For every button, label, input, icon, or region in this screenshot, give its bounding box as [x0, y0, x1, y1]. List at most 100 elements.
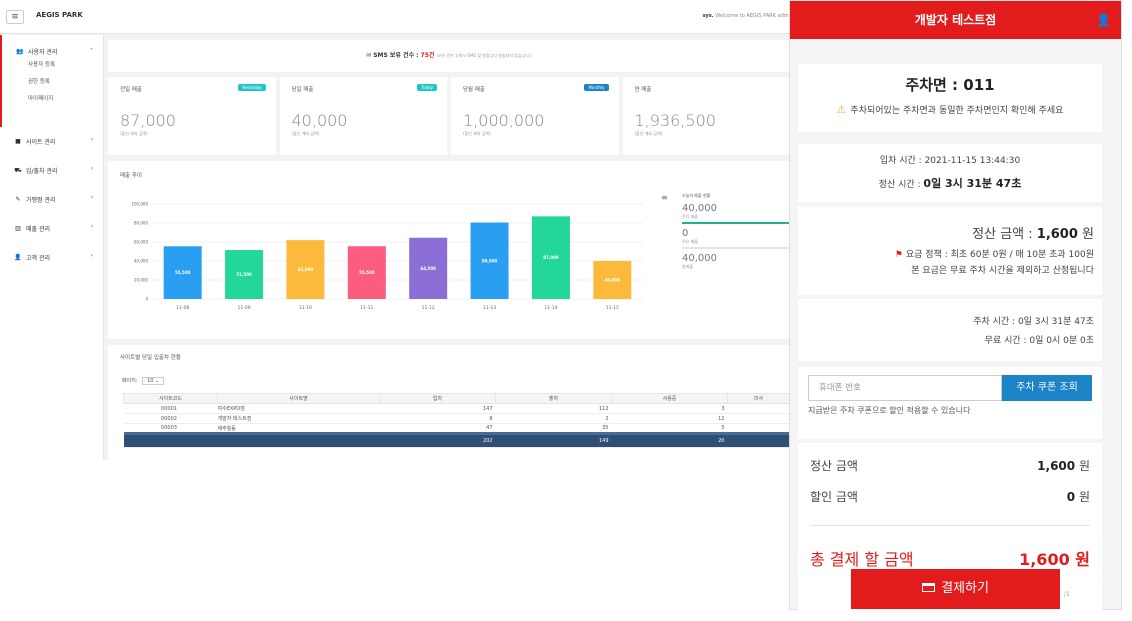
table-cell [728, 414, 790, 424]
table-total-cell: 149 [496, 434, 612, 448]
warning-icon: ⚠ [837, 103, 847, 116]
sidebar-subitem-permission[interactable]: 권한 등록 [2, 74, 103, 91]
settle-row: 정산 금액 1,600 원 [810, 457, 1090, 474]
x-tick-label: 11-08 [176, 305, 189, 311]
admin-dashboard: ≡ AEGIS PARK sys. Welcome to AEGIS PARK … [0, 0, 790, 460]
sidebar-item-entry-exit[interactable]: ⛟ 입/출차 관리 ‹ [0, 156, 103, 185]
chart-icon: ▥ [14, 225, 22, 232]
table-cell: 00001 [124, 404, 218, 414]
table-cell: 12 [612, 414, 728, 424]
sales-trend-panel: 매출 추이 0 20,000 40,000 60,000 80,000 100,000 55… [108, 161, 790, 339]
table-cell: 00003 [124, 424, 218, 434]
kpi-value: 40,000 [292, 111, 436, 130]
users-icon: 👥 [16, 48, 24, 55]
pay-button[interactable]: 결제하기 [851, 569, 1060, 609]
table-row[interactable]: 00001 여수EXPO점 147 112 3 [124, 404, 790, 414]
top-navbar: ≡ AEGIS PARK sys. Welcome to AEGIS PARK … [0, 0, 790, 34]
table-total-cell: 20 [612, 434, 728, 448]
table-total-cell [728, 434, 790, 448]
kpi-value: 87,000 [120, 111, 264, 130]
page-size-select[interactable]: 10 ⌄ [142, 377, 164, 385]
table-row[interactable]: 00002 개발자 테스트점 8 2 12 [124, 414, 790, 424]
x-tick-label: 11-12 [422, 305, 435, 311]
sidebar-item-customer[interactable]: 👤 고객 관리 ‹ [0, 243, 103, 272]
calc-time: 정산 시간 : 0일 3시 31분 47초 [798, 175, 1102, 191]
footer-text-right: /1 [1064, 591, 1070, 598]
stat-value: 40,000 [682, 253, 790, 264]
table-total-row: 202 149 20 [124, 434, 790, 448]
y-tick-label: 20,000 [134, 278, 148, 283]
total-row: 총 결제 할 금액 1,600 원 [810, 546, 1090, 570]
table-cell: 3 [612, 404, 728, 414]
badge-monthly: Monthly [584, 84, 608, 91]
fee-note: 본 요금은 무료 주차 시간을 제외하고 산정됩니다 [798, 263, 1094, 276]
sidebar-group-user-mgmt: 👥 사용자 관리 ˅ 사용자 등록 권한 등록 마이페이지 [0, 35, 103, 127]
parking-spot-card: 주차면 : 011 ⚠ 주차되어있는 주차면과 동일한 주차면인지 확인해 주세요 [798, 64, 1102, 132]
table-cell: 112 [496, 404, 612, 414]
user-icon[interactable]: 👤 [1096, 1, 1111, 39]
user-plus-icon: 👤 [14, 254, 22, 261]
entry-time: 입차 시간 : 2021-11-15 13:44:30 [798, 153, 1102, 166]
sidebar-item-site[interactable]: ■ 사이트 관리 ‹ [0, 127, 103, 156]
y-tick-label: 80,000 [134, 221, 148, 226]
coupon-search-button[interactable]: 주차 쿠폰 조회 [1002, 375, 1092, 401]
kpi-row: 전일 매출 Yesterday 87,000 (할인 계외 금액) 당일 매출 … [108, 77, 790, 155]
kpi-yesterday: 전일 매출 Yesterday 87,000 (할인 계외 금액) [108, 77, 276, 155]
x-tick-label: 11-15 [606, 305, 619, 311]
chevron-left-icon: ‹ [91, 194, 93, 201]
phone-input[interactable]: 휴대폰 번호 [808, 375, 1002, 401]
bar-data-label: 55,500 [175, 270, 191, 275]
chart-menu-icon[interactable]: ≡ [661, 193, 668, 202]
y-tick-label: 60,000 [134, 240, 148, 245]
kpi-monthly: 당월 매출 Monthly 1,000,000 (할인 계외 금액) [451, 77, 619, 155]
fee-policy: ⚑ 요금 정책 : 최초 60분 0원 / 매 10분 초과 100원 [798, 247, 1094, 260]
divider [810, 525, 1090, 526]
kpi-today: 당일 매출 Today 40,000 (할인 계외 금액) [280, 77, 448, 155]
chevron-left-icon: ‹ [91, 223, 93, 230]
flag-icon: ⚑ [895, 250, 903, 260]
kpi-value: 1,000,000 [463, 111, 607, 130]
sidebar-subitem-user-register[interactable]: 사용자 등록 [2, 57, 103, 74]
table-cell [728, 404, 790, 414]
bar-data-label: 51,500 [236, 272, 252, 277]
sms-count: 75건 [421, 52, 435, 59]
chevron-left-icon: ‹ [91, 165, 93, 172]
table-cell: 00002 [124, 414, 218, 424]
bar-data-label: 62,000 [298, 267, 314, 272]
today-sales-stats: 오늘의 매출 현황 40,000 주차 매출 0 주유 매출 40,000 총매… [682, 193, 790, 270]
table-cell: 35 [496, 424, 612, 434]
kpi-value: 1,936,500 [635, 111, 779, 130]
envelope-icon: ✉ [366, 52, 371, 59]
coupon-card: 휴대폰 번호 주차 쿠폰 조회 지급받은 주차 쿠폰으로 할인 적용할 수 있습… [798, 367, 1102, 439]
y-tick-label: 40,000 [134, 259, 148, 264]
coupon-hint: 지급받은 주차 쿠폰으로 할인 적용할 수 있습니다 [808, 405, 1092, 416]
table-cell: 47 [380, 424, 496, 434]
sidebar-item-user-mgmt[interactable]: 👥 사용자 관리 ˅ [2, 45, 103, 57]
car-icon: ⛟ [14, 167, 22, 175]
table-cell: 147 [380, 404, 496, 414]
table-cell: 개발자 테스트점 [218, 414, 380, 424]
x-tick-label: 11-11 [360, 305, 373, 311]
sidebar-item-franchise[interactable]: ✎ 가맹점 관리 ‹ [0, 185, 103, 214]
stat-progress [682, 247, 790, 249]
welcome-message: sys. Welcome to AEGIS PARK admi [703, 13, 790, 19]
table-total-cell [124, 434, 218, 448]
fee-card: 정산 금액 : 1,600 원 ⚑ 요금 정책 : 최초 60분 0원 / 매 1… [798, 207, 1102, 295]
bar-data-label: 87,000 [543, 255, 559, 260]
sidebar-subitem-mypage[interactable]: 마이페이지 [2, 91, 103, 108]
bar-data-label: 64,500 [420, 266, 436, 271]
x-tick-label: 11-09 [238, 305, 251, 311]
bar-data-label: 55,500 [359, 270, 375, 275]
page-size-control: 페이지: 10 ⌄ [122, 377, 164, 385]
stat-progress [682, 222, 790, 224]
sidebar-item-sales[interactable]: ▥ 매출 관리 ‹ [0, 214, 103, 243]
site-icon: ■ [14, 138, 22, 145]
menu-toggle-icon[interactable]: ≡ [6, 10, 24, 24]
credit-card-icon [922, 583, 935, 592]
x-tick-label: 11-10 [299, 305, 312, 311]
table-cell: 여수EXPO점 [218, 404, 380, 414]
table-cell [728, 424, 790, 434]
table-row[interactable]: 00003 제주칠동 47 35 5 [124, 424, 790, 434]
parking-spot: 주차면 : 011 [798, 74, 1102, 95]
table-total-cell: 202 [380, 434, 496, 448]
